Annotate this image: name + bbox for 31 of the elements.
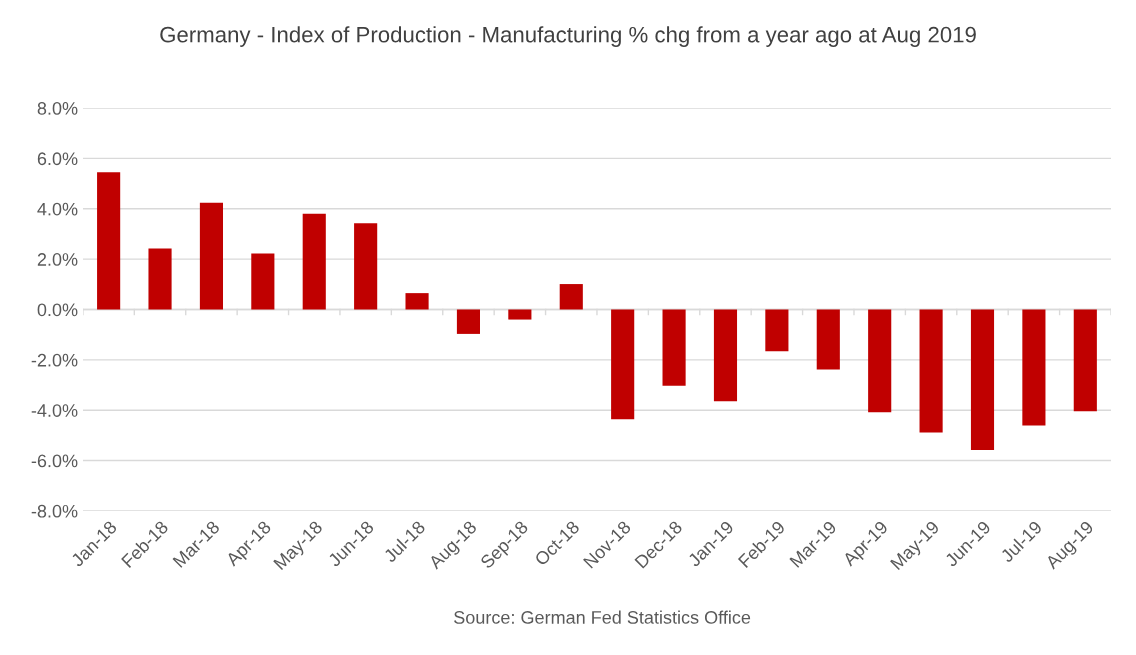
y-tick-label: -2.0% (31, 353, 78, 367)
bar (251, 253, 275, 310)
y-tick-label: 2.0% (37, 253, 78, 266)
source-note: Source: German Fed Statistics Office (454, 610, 751, 624)
bar (662, 309, 686, 386)
bar (148, 248, 172, 310)
y-tick-label: -4.0% (31, 404, 78, 417)
bar (199, 202, 223, 310)
y-tick-label: 0.0% (37, 303, 78, 317)
bar (816, 309, 840, 370)
bar (970, 309, 995, 450)
bar (508, 309, 532, 320)
chart-title: Germany - Index of Production - Manufacturing % chg from a year ago at Aug 2019 (160, 26, 976, 47)
y-tick-label: -8.0% (31, 504, 78, 518)
y-tick-label: -6.0% (31, 454, 78, 468)
bar (868, 309, 892, 413)
y-tick-label: 6.0% (37, 152, 78, 166)
bar (611, 309, 635, 420)
bar (559, 284, 583, 310)
bar (1073, 309, 1097, 412)
y-tick-label: 4.0% (37, 202, 78, 216)
bar (405, 293, 429, 310)
bar (97, 172, 121, 310)
bar (302, 213, 326, 310)
bar (919, 309, 943, 433)
y-tick-label: 8.0% (37, 102, 78, 115)
bar (713, 309, 738, 402)
bar (354, 223, 378, 310)
bar (765, 309, 789, 352)
bar (1022, 309, 1046, 426)
bar (456, 309, 481, 334)
